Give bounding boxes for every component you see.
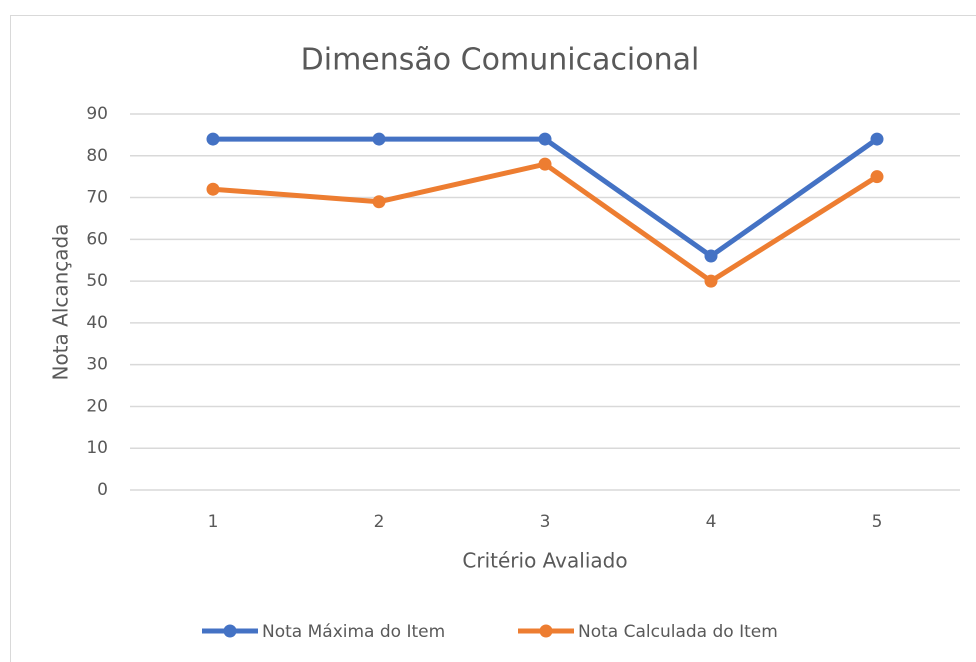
legend-marker xyxy=(539,624,553,638)
y-tick-label: 0 xyxy=(97,480,108,500)
legend-marker xyxy=(223,624,237,638)
y-tick-label: 20 xyxy=(86,396,108,416)
y-tick-label: 10 xyxy=(86,438,108,458)
y-tick-label: 80 xyxy=(86,146,108,166)
x-tick-label: 2 xyxy=(374,512,385,532)
y-tick-label: 60 xyxy=(86,229,108,249)
y-tick-label: 90 xyxy=(86,104,108,124)
legend-label: Nota Calculada do Item xyxy=(578,622,778,642)
data-point xyxy=(206,132,220,146)
x-axis-label: Critério Avaliado xyxy=(462,549,627,573)
data-point xyxy=(870,132,884,146)
data-point xyxy=(372,132,386,146)
y-tick-label: 50 xyxy=(86,271,108,291)
data-point xyxy=(538,157,552,171)
x-tick-label: 4 xyxy=(706,512,717,532)
data-point xyxy=(206,182,220,196)
chart-frame xyxy=(10,15,976,662)
data-point xyxy=(870,170,884,184)
data-point xyxy=(704,274,718,288)
x-tick-label: 3 xyxy=(540,512,551,532)
x-tick-label: 1 xyxy=(208,512,219,532)
legend-label: Nota Máxima do Item xyxy=(262,622,445,642)
data-point xyxy=(538,132,552,146)
x-tick-label: 5 xyxy=(872,512,883,532)
y-axis-label: Nota Alcançada xyxy=(49,223,73,380)
y-tick-label: 70 xyxy=(86,188,108,208)
data-point xyxy=(704,249,718,263)
y-tick-label: 40 xyxy=(86,313,108,333)
chart-title: Dimensão Comunicacional xyxy=(301,43,700,78)
data-point xyxy=(372,195,386,209)
y-tick-label: 30 xyxy=(86,355,108,375)
